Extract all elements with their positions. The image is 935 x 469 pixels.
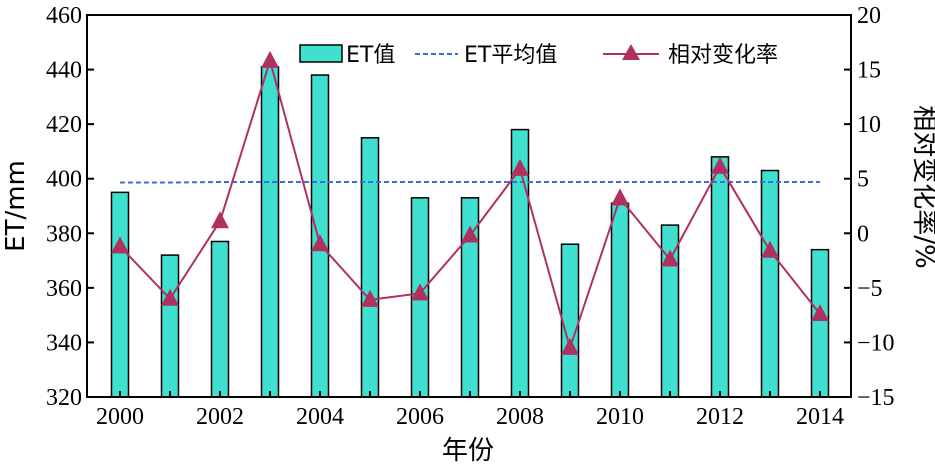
right-tick-label: 5 bbox=[857, 167, 869, 193]
rate-marker-2001 bbox=[161, 288, 179, 306]
legend-swatch-et bbox=[299, 44, 343, 63]
et-average-line bbox=[120, 180, 820, 184]
bar-2013 bbox=[760, 169, 780, 398]
y-axis-title-right: 相对变化率/% bbox=[909, 105, 935, 268]
x-tick-label: 2006 bbox=[396, 404, 444, 430]
bar-2002 bbox=[210, 240, 230, 398]
right-tick-label: −10 bbox=[857, 330, 895, 356]
rate-marker-2005 bbox=[361, 289, 379, 307]
rate-marker-2003 bbox=[261, 50, 279, 68]
left-tick-label: 420 bbox=[46, 112, 82, 138]
left-tick-label: 340 bbox=[46, 330, 82, 356]
y-axis-title-left: ET/mm bbox=[1, 160, 31, 252]
bar-2010 bbox=[610, 202, 630, 398]
bar-2012 bbox=[710, 156, 730, 398]
rate-marker-2012 bbox=[711, 156, 729, 174]
x-axis-title: 年份 bbox=[442, 436, 494, 466]
left-tick-label: 380 bbox=[46, 221, 82, 247]
x-ticks: 2000 2002 2004 2006 2008 2010 2012 2014 bbox=[96, 391, 844, 430]
legend-marker-rate bbox=[622, 44, 640, 60]
rate-marker-2009 bbox=[561, 337, 579, 355]
rate-marker-2004 bbox=[311, 234, 329, 252]
right-tick-label: 0 bbox=[857, 221, 869, 247]
x-tick-label: 2002 bbox=[196, 404, 244, 430]
left-tick-label: 400 bbox=[46, 167, 82, 193]
rate-marker-2000 bbox=[111, 236, 129, 254]
left-y-ticks: 320 340 360 380 400 420 440 460 bbox=[46, 3, 94, 411]
bar-2009 bbox=[560, 243, 580, 398]
x-tick-label: 2010 bbox=[596, 404, 644, 430]
rate-marker-2006 bbox=[411, 283, 429, 301]
right-tick-label: 10 bbox=[857, 112, 881, 138]
rate-marker-2007 bbox=[461, 225, 479, 243]
legend: ET值 ET平均值 相对变化率 bbox=[299, 43, 778, 68]
bar-2000 bbox=[110, 191, 130, 398]
right-tick-label: 15 bbox=[857, 58, 881, 84]
rate-marker-2010 bbox=[611, 188, 629, 206]
bar-2001 bbox=[160, 254, 180, 398]
right-tick-label: −5 bbox=[857, 276, 883, 302]
et-bars bbox=[110, 66, 830, 398]
legend-label-et: ET值 bbox=[346, 43, 395, 68]
left-tick-label: 460 bbox=[46, 3, 82, 29]
bar-2014 bbox=[810, 248, 830, 398]
x-tick-label: 2004 bbox=[296, 404, 344, 430]
x-tick-label: 2012 bbox=[696, 404, 744, 430]
right-tick-label: −15 bbox=[857, 385, 895, 411]
x-tick-label: 2008 bbox=[496, 404, 544, 430]
x-tick-label: 2000 bbox=[96, 404, 144, 430]
right-tick-label: 20 bbox=[857, 3, 881, 29]
legend-label-rate: 相对变化率 bbox=[668, 43, 778, 68]
left-tick-label: 320 bbox=[46, 385, 82, 411]
rate-marker-2008 bbox=[511, 158, 529, 176]
bar-2005 bbox=[360, 137, 380, 398]
rate-marker-2013 bbox=[761, 240, 779, 258]
right-y-ticks: −15 −10 −5 0 5 10 15 20 bbox=[844, 3, 895, 411]
bar-2003 bbox=[260, 66, 280, 398]
relative-change-line bbox=[111, 50, 829, 355]
legend-label-avg: ET平均值 bbox=[464, 43, 557, 68]
et-average-polyline bbox=[120, 180, 820, 184]
left-tick-label: 440 bbox=[46, 58, 82, 84]
left-tick-label: 360 bbox=[46, 276, 82, 302]
rate-marker-2011 bbox=[661, 249, 679, 267]
x-tick-label: 2014 bbox=[796, 404, 844, 430]
rate-marker-2014 bbox=[811, 304, 829, 322]
rate-marker-2002 bbox=[211, 211, 229, 229]
